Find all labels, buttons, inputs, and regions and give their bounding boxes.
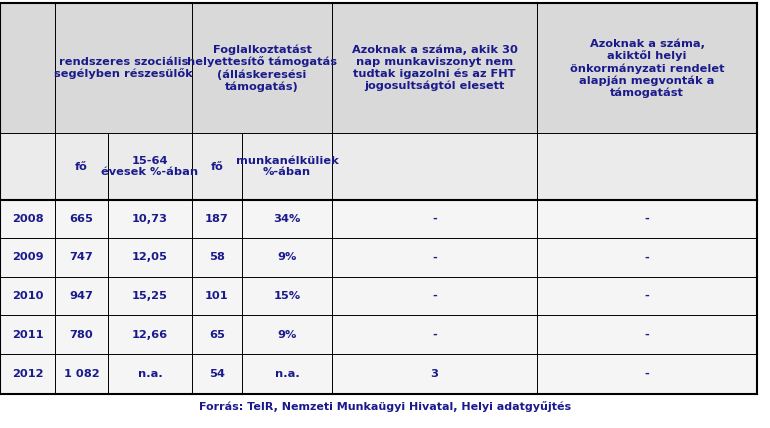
- Bar: [108, 133, 192, 200]
- Bar: [332, 315, 537, 354]
- Text: 10,73: 10,73: [132, 214, 168, 224]
- Text: 2010: 2010: [12, 291, 43, 301]
- Text: fő: fő: [75, 161, 88, 172]
- Bar: [108, 354, 192, 394]
- Text: 2011: 2011: [12, 330, 43, 339]
- Bar: [537, 277, 757, 315]
- Text: munkanélküliek
%-ában: munkanélküliek %-ában: [236, 156, 338, 177]
- Text: -: -: [644, 214, 649, 224]
- Text: 780: 780: [69, 330, 93, 339]
- Text: Azoknak a száma, akik 30
nap munkaviszonyt nem
tudtak igazolni és az FHT
jogosul: Azoknak a száma, akik 30 nap munkaviszon…: [352, 45, 517, 91]
- Text: 2012: 2012: [12, 369, 43, 379]
- Text: 15-64
évesek %-ában: 15-64 évesek %-ában: [102, 156, 199, 177]
- Bar: [242, 238, 332, 277]
- Text: 187: 187: [205, 214, 229, 224]
- Text: 15%: 15%: [273, 291, 300, 301]
- Text: Forrás: TeIR, Nemzeti Munkaügyi Hivatal, Helyi adatgyűjtés: Forrás: TeIR, Nemzeti Munkaügyi Hivatal,…: [199, 401, 571, 413]
- Bar: [332, 133, 537, 200]
- Text: 34%: 34%: [273, 214, 301, 224]
- Bar: [55, 238, 108, 277]
- Text: -: -: [432, 330, 437, 339]
- Bar: [192, 3, 332, 133]
- Bar: [332, 238, 537, 277]
- Bar: [332, 200, 537, 238]
- Bar: [55, 315, 108, 354]
- Bar: [108, 238, 192, 277]
- Text: -: -: [432, 291, 437, 301]
- Bar: [192, 133, 242, 200]
- Text: Azoknak a száma,
akiktől helyi
önkormányzati rendelet
alapján megvonták a
támoga: Azoknak a száma, akiktől helyi önkormány…: [570, 38, 725, 98]
- Text: -: -: [432, 214, 437, 224]
- Bar: [55, 200, 108, 238]
- Text: 747: 747: [69, 253, 93, 262]
- Bar: [0, 354, 55, 394]
- Bar: [537, 315, 757, 354]
- Text: 15,25: 15,25: [132, 291, 168, 301]
- Bar: [537, 3, 757, 133]
- Bar: [108, 277, 192, 315]
- Bar: [242, 133, 332, 200]
- Text: n.a.: n.a.: [138, 369, 162, 379]
- Bar: [0, 3, 55, 133]
- Bar: [332, 3, 537, 133]
- Bar: [242, 315, 332, 354]
- Bar: [192, 277, 242, 315]
- Text: -: -: [432, 253, 437, 262]
- Bar: [242, 200, 332, 238]
- Bar: [55, 133, 108, 200]
- Text: 9%: 9%: [277, 253, 296, 262]
- Text: -: -: [644, 291, 649, 301]
- Text: 1 082: 1 082: [64, 369, 99, 379]
- Text: fő: fő: [211, 161, 223, 172]
- Text: -: -: [644, 369, 649, 379]
- Bar: [192, 238, 242, 277]
- Bar: [242, 277, 332, 315]
- Bar: [0, 315, 55, 354]
- Text: -: -: [644, 330, 649, 339]
- Text: 12,66: 12,66: [132, 330, 168, 339]
- Bar: [108, 200, 192, 238]
- Text: 54: 54: [209, 369, 225, 379]
- Bar: [0, 277, 55, 315]
- Text: 65: 65: [209, 330, 225, 339]
- Bar: [537, 238, 757, 277]
- Bar: [332, 277, 537, 315]
- Bar: [55, 277, 108, 315]
- Text: 58: 58: [209, 253, 225, 262]
- Text: 2008: 2008: [12, 214, 43, 224]
- Bar: [537, 200, 757, 238]
- Bar: [108, 315, 192, 354]
- Text: 2009: 2009: [12, 253, 43, 262]
- Text: n.a.: n.a.: [275, 369, 300, 379]
- Bar: [332, 354, 537, 394]
- Bar: [242, 354, 332, 394]
- Text: 9%: 9%: [277, 330, 296, 339]
- Bar: [537, 354, 757, 394]
- Text: 101: 101: [205, 291, 229, 301]
- Bar: [55, 354, 108, 394]
- Text: -: -: [644, 253, 649, 262]
- Text: Foglalkoztatást
helyettesítő támogatás
(álláskeresési
támogatás): Foglalkoztatást helyettesítő támogatás (…: [187, 44, 337, 92]
- Bar: [192, 200, 242, 238]
- Text: 3: 3: [430, 369, 438, 379]
- Bar: [0, 133, 55, 200]
- Bar: [55, 3, 192, 133]
- Bar: [0, 238, 55, 277]
- Text: 665: 665: [69, 214, 93, 224]
- Bar: [537, 133, 757, 200]
- Bar: [192, 354, 242, 394]
- Bar: [192, 315, 242, 354]
- Text: 12,05: 12,05: [132, 253, 168, 262]
- Text: rendszeres szociális
segélyben részesülők: rendszeres szociális segélyben részesülő…: [54, 56, 192, 79]
- Text: 947: 947: [69, 291, 93, 301]
- Bar: [0, 200, 55, 238]
